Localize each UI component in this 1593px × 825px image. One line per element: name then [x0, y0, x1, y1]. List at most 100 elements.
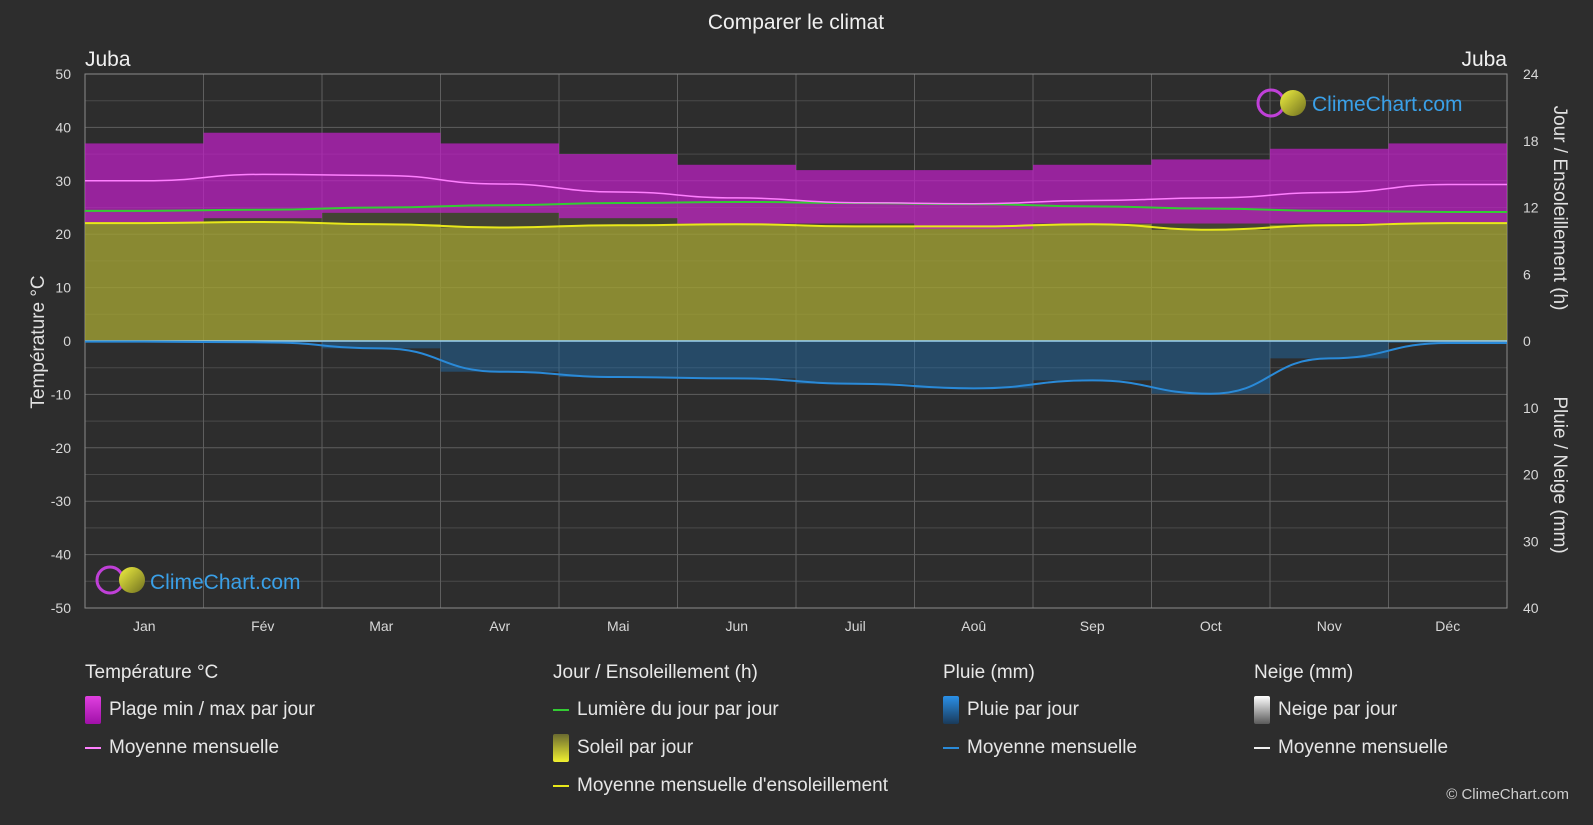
y-tick-label-right-hours: 12	[1523, 200, 1539, 216]
sunshine-mean-line	[84, 220, 1507, 231]
brand-text-bottom: ClimeChart.com	[150, 571, 301, 594]
legend-daylight-label: Lumière du jour par jour	[577, 699, 779, 720]
rain-bar	[1151, 341, 1270, 394]
temp-range-bar	[440, 143, 559, 213]
y-axis-right-top-label: Jour / Ensoleillement (h)	[1549, 106, 1570, 311]
rain-bar	[1388, 341, 1507, 344]
sunshine-bar	[85, 223, 204, 341]
sunshine-bar	[559, 225, 678, 341]
temp-range-bar	[559, 154, 678, 219]
y-axis-right-bottom-label: Pluie / Neige (mm)	[1549, 396, 1570, 553]
y-tick-label-right-precip: 10	[1523, 400, 1539, 416]
legend-rain-header: Pluie (mm)	[943, 662, 1035, 683]
rain-bar	[677, 341, 796, 379]
legend-snow-header: Neige (mm)	[1254, 662, 1354, 683]
legend-snow-per-day-label: Neige par jour	[1278, 699, 1398, 720]
legend-sun: Jour / Ensoleillement (h) Lumière du jou…	[553, 662, 888, 811]
y-tick-label-left: 10	[55, 280, 71, 296]
y-tick-label-left: 50	[55, 66, 71, 82]
x-tick-label: Juil	[845, 618, 866, 634]
sunshine-bar	[203, 221, 322, 341]
temp-mean-swatch	[85, 747, 101, 749]
brand-logo-bottom[interactable]: ClimeChart.com	[95, 565, 301, 595]
legend-rain: Pluie (mm) Pluie par jour Moyenne mensue…	[943, 662, 1137, 773]
x-tick-label: Sep	[1080, 618, 1105, 634]
daylight-swatch	[553, 709, 569, 711]
legend-sunshine: Soleil par jour	[553, 734, 888, 762]
y-tick-label-left: -50	[51, 600, 71, 616]
x-tick-label: Avr	[489, 618, 510, 634]
data-bands	[85, 132, 1507, 394]
legend-daylight: Lumière du jour par jour	[553, 697, 888, 723]
rain-bar	[914, 341, 1033, 389]
rain-mean-line	[85, 340, 1507, 395]
rain-bar	[1270, 341, 1389, 359]
legend-snow: Neige (mm) Neige par jour Moyenne mensue…	[1254, 662, 1448, 773]
sunshine-bar	[1388, 223, 1507, 341]
x-tick-label: Déc	[1435, 618, 1460, 634]
temp-range-bar	[1151, 159, 1270, 224]
sunshine-bar	[1151, 229, 1270, 341]
legend-temp-mean-label: Moyenne mensuelle	[109, 737, 280, 758]
x-tick-label: Jun	[725, 618, 748, 634]
legend-temp-mean: Moyenne mensuelle	[85, 735, 315, 761]
legend-rain-per-day: Pluie par jour	[943, 696, 1137, 724]
logo-sun-icon	[1280, 90, 1306, 116]
rain-bar	[796, 341, 915, 384]
rain-bar	[322, 341, 441, 349]
y-tick-label-left: 40	[55, 119, 71, 135]
y-tick-label-left: -20	[51, 440, 71, 456]
y-tick-label-left: -10	[51, 386, 71, 402]
legend-snow-per-day: Neige par jour	[1254, 696, 1448, 724]
copyright: © ClimeChart.com	[1446, 786, 1569, 803]
y-tick-label-left: 0	[63, 333, 71, 349]
y-tick-label-right-hours: 18	[1523, 133, 1539, 149]
axis-ticks: 50 40 30 20 10 0 -10 -20 -30 -40 -50 24 18 12 6 0 10 20 30…	[51, 66, 1539, 634]
y-tick-label-right-precip: 40	[1523, 600, 1539, 616]
temp-range-bar	[914, 170, 1033, 229]
snow-swatch	[1254, 696, 1270, 724]
temp-range-bar	[1270, 148, 1389, 224]
legend-temp-range: Plage min / max par jour	[85, 696, 315, 724]
y-tick-label-left: 30	[55, 173, 71, 189]
temp-range-bar	[1033, 164, 1152, 224]
x-tick-label: Fév	[251, 618, 274, 634]
sunshine-bar	[440, 227, 559, 341]
legend-temperature: Température °C Plage min / max par jour …	[85, 662, 315, 773]
temp-range-bar	[1388, 143, 1507, 224]
legend-sun-mean: Moyenne mensuelle d'ensoleillement	[553, 773, 888, 799]
y-tick-label-left: -40	[51, 547, 71, 563]
sunshine-bar	[914, 226, 1033, 341]
city-left: Juba	[85, 48, 131, 71]
x-tick-label: Mar	[369, 618, 393, 634]
y-axis-left-label: Température °C	[28, 275, 49, 408]
x-tick-label: Mai	[607, 618, 630, 634]
daylight-line	[85, 200, 1507, 213]
legend-sunshine-label: Soleil par jour	[577, 737, 694, 758]
temp-range-bar	[796, 170, 915, 224]
sunshine-swatch	[553, 734, 569, 762]
chart-title: Comparer le climat	[708, 11, 884, 34]
rain-bar	[559, 341, 678, 378]
sunshine-bar	[677, 224, 796, 341]
legend-snow-mean: Moyenne mensuelle	[1254, 735, 1448, 761]
legend-rain-mean: Moyenne mensuelle	[943, 735, 1137, 761]
sunshine-bar	[1270, 225, 1389, 341]
x-tick-label: Jan	[133, 618, 156, 634]
temp-mean-line	[85, 173, 1507, 205]
legend-temp-header: Température °C	[85, 662, 219, 683]
sunshine-bar	[322, 224, 441, 341]
rain-mean-swatch	[943, 747, 959, 749]
temp-range-bar	[677, 164, 796, 224]
temp-range-swatch	[85, 696, 101, 724]
rain-bar	[1033, 341, 1152, 381]
y-tick-label-right-hours: 0	[1523, 333, 1531, 349]
y-tick-label-right-precip: 20	[1523, 467, 1539, 483]
legend-rain-per-day-label: Pluie par jour	[967, 699, 1079, 720]
legend-rain-mean-label: Moyenne mensuelle	[967, 737, 1138, 758]
legend-sun-mean-label: Moyenne mensuelle d'ensoleillement	[577, 775, 888, 796]
y-tick-label-right-hours: 24	[1523, 66, 1539, 82]
brand-logo-top[interactable]: ClimeChart.com	[1256, 88, 1463, 118]
rain-swatch	[943, 696, 959, 724]
